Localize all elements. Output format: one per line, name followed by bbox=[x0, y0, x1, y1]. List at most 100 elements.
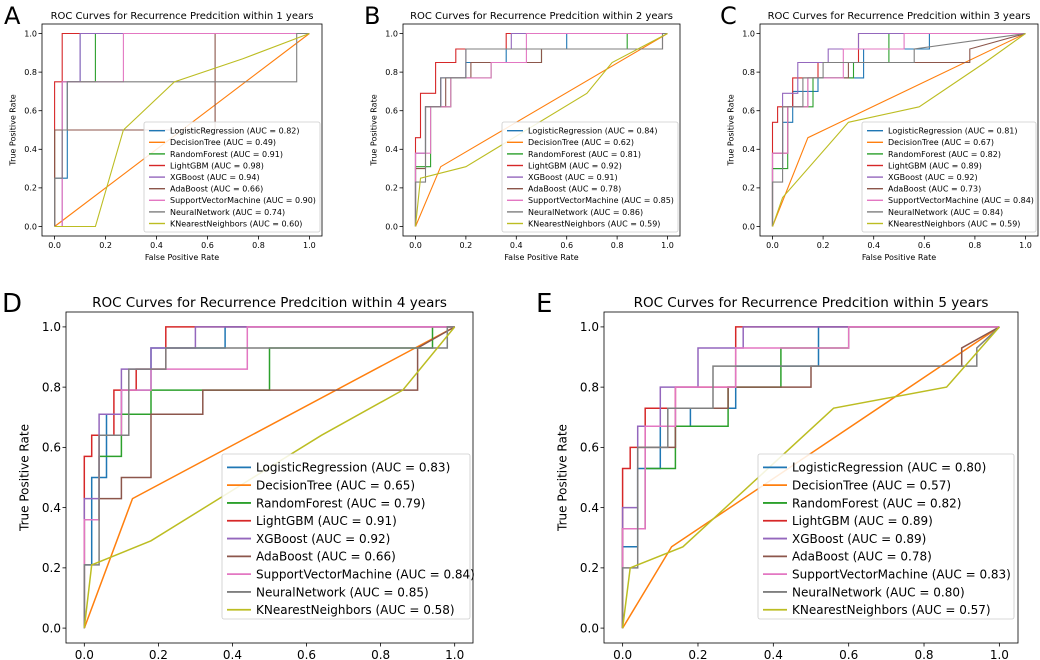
y-tick-label: 0.6 bbox=[385, 107, 398, 116]
y-axis-label: True Positive Rate bbox=[18, 424, 32, 532]
y-tick-label: 1.0 bbox=[385, 29, 398, 38]
x-tick-label: 0.6 bbox=[918, 241, 931, 250]
x-tick-label: 0.6 bbox=[201, 241, 214, 250]
y-tick-label: 1.0 bbox=[742, 29, 755, 38]
roc-line-decisiontree bbox=[621, 326, 1000, 629]
x-tick-label: 0.4 bbox=[764, 648, 783, 660]
legend-entry-knearestneighbors: KNearestNeighbors (AUC = 0.59) bbox=[888, 219, 1020, 228]
legend-entry-xgboost: XGBoost (AUC = 0.92) bbox=[888, 173, 978, 182]
y-tick-label: 0.2 bbox=[42, 561, 61, 575]
y-axis-label: True Positive Rate bbox=[8, 94, 17, 166]
roc-panel-d: D ROC Curves for Recurrence Predcition wi… bbox=[2, 289, 475, 660]
y-tick-label: 0.4 bbox=[24, 145, 37, 154]
chart-title: ROC Curves for Recurrence Predcition wit… bbox=[768, 11, 1031, 22]
legend-entry-lightgbm: LightGBM (AUC = 0.89) bbox=[792, 514, 933, 528]
panel-letter: A bbox=[4, 2, 21, 30]
x-tick-label: 0.6 bbox=[297, 648, 316, 660]
chart-title: ROC Curves for Recurrence Predcition wit… bbox=[92, 295, 447, 311]
chart-title: ROC Curves for Recurrence Predcition wit… bbox=[51, 11, 314, 22]
legend-entry-randomforest: RandomForest (AUC = 0.91) bbox=[170, 150, 283, 159]
legend-entry-adaboost: AdaBoost (AUC = 0.78) bbox=[528, 185, 621, 194]
roc-panel-b: B ROC Curves for Recurrence Predcition wi… bbox=[364, 2, 681, 262]
legend-entry-randomforest: RandomForest (AUC = 0.81) bbox=[528, 150, 641, 159]
x-tick-label: 0.8 bbox=[371, 648, 390, 660]
panel-letter: D bbox=[2, 289, 22, 319]
roc-line-lightgbm bbox=[414, 32, 668, 227]
x-tick-label: 0.4 bbox=[223, 648, 242, 660]
y-tick-label: 1.0 bbox=[42, 320, 61, 334]
roc-line-knearestneighbors bbox=[771, 33, 1026, 227]
legend-entry-lightgbm: LightGBM (AUC = 0.89) bbox=[888, 161, 982, 170]
y-tick-label: 0.6 bbox=[24, 107, 37, 116]
chart-title: ROC Curves for Recurrence Predcition wit… bbox=[410, 11, 673, 22]
y-tick-label: 0.8 bbox=[580, 380, 599, 394]
legend-entry-neuralnetwork: NeuralNetwork (AUC = 0.80) bbox=[792, 585, 965, 599]
x-tick-label: 0.0 bbox=[48, 241, 61, 250]
y-axis-label: True Positive Rate bbox=[726, 94, 735, 166]
x-axis-label: False Positive Rate bbox=[862, 253, 936, 262]
roc-line-neuralnetwork bbox=[54, 32, 310, 227]
legend-entry-lightgbm: LightGBM (AUC = 0.91) bbox=[256, 514, 397, 528]
legend-entry-logisticregression: LogisticRegression (AUC = 0.82) bbox=[170, 127, 300, 136]
y-tick-label: 0.0 bbox=[24, 222, 37, 231]
x-tick-label: 0.2 bbox=[460, 241, 473, 250]
x-axis-label: False Positive Rate bbox=[504, 253, 578, 262]
x-tick-label: 1.0 bbox=[661, 241, 674, 250]
y-tick-label: 0.2 bbox=[580, 561, 599, 575]
legend-entry-adaboost: AdaBoost (AUC = 0.78) bbox=[792, 550, 932, 564]
x-tick-label: 0.4 bbox=[150, 241, 163, 250]
legend-entry-neuralnetwork: NeuralNetwork (AUC = 0.74) bbox=[170, 208, 285, 217]
legend-entry-knearestneighbors: KNearestNeighbors (AUC = 0.59) bbox=[528, 219, 660, 228]
y-tick-label: 0.8 bbox=[24, 68, 37, 77]
y-tick-label: 0.2 bbox=[385, 184, 398, 193]
roc-panel-a: A ROC Curves for Recurrence Predcition wi… bbox=[4, 2, 323, 262]
legend-box bbox=[861, 121, 1037, 233]
legend-entry-lightgbm: LightGBM (AUC = 0.98) bbox=[170, 161, 264, 170]
x-tick-label: 0.8 bbox=[969, 241, 982, 250]
x-axis-label: False Positive Rate bbox=[145, 253, 219, 262]
legend-entry-decisiontree: DecisionTree (AUC = 0.57) bbox=[792, 478, 951, 492]
roc-line-knearestneighbors bbox=[54, 32, 310, 228]
legend-entry-supportvectormachine: SupportVectorMachine (AUC = 0.90) bbox=[170, 196, 316, 205]
roc-line-xgboost bbox=[621, 326, 1000, 629]
roc-line-decisiontree bbox=[83, 326, 456, 629]
x-tick-label: 1.0 bbox=[990, 648, 1009, 660]
legend-entry-decisiontree: DecisionTree (AUC = 0.65) bbox=[256, 478, 415, 492]
x-tick-label: 0.8 bbox=[611, 241, 624, 250]
plot-frame bbox=[759, 23, 1039, 237]
x-tick-label: 0.4 bbox=[867, 241, 880, 250]
y-tick-label: 0.4 bbox=[742, 145, 755, 154]
legend-entry-xgboost: XGBoost (AUC = 0.91) bbox=[528, 173, 618, 182]
x-tick-label: 0.0 bbox=[75, 648, 94, 660]
legend-entry-supportvectormachine: SupportVectorMachine (AUC = 0.83) bbox=[792, 567, 1011, 581]
legend-entry-supportvectormachine: SupportVectorMachine (AUC = 0.85) bbox=[528, 196, 674, 205]
legend-entry-randomforest: RandomForest (AUC = 0.82) bbox=[792, 496, 961, 510]
y-tick-label: 0.4 bbox=[580, 501, 599, 515]
x-tick-label: 1.0 bbox=[1019, 241, 1032, 250]
roc-line-lightgbm bbox=[771, 32, 1026, 227]
roc-line-decisiontree bbox=[414, 33, 668, 227]
legend-entry-decisiontree: DecisionTree (AUC = 0.67) bbox=[888, 138, 994, 147]
legend-entry-decisiontree: DecisionTree (AUC = 0.49) bbox=[170, 138, 276, 147]
legend-box bbox=[757, 453, 1015, 620]
roc-panel-e: E ROC Curves for Recurrence Predcition wi… bbox=[536, 289, 1019, 660]
panel-letter: C bbox=[720, 2, 737, 30]
legend-entry-neuralnetwork: NeuralNetwork (AUC = 0.84) bbox=[888, 208, 1003, 217]
roc-line-supportvectormachine bbox=[83, 326, 455, 629]
plot-frame bbox=[402, 23, 681, 237]
x-tick-label: 0.0 bbox=[409, 241, 422, 250]
legend-entry-logisticregression: LogisticRegression (AUC = 0.83) bbox=[256, 461, 450, 475]
x-tick-label: 0.2 bbox=[149, 648, 168, 660]
legend-box bbox=[501, 121, 679, 233]
legend-entry-xgboost: XGBoost (AUC = 0.89) bbox=[792, 532, 926, 546]
panel-letter: B bbox=[364, 2, 380, 30]
y-tick-label: 0.0 bbox=[42, 621, 61, 635]
y-tick-label: 0.0 bbox=[385, 222, 398, 231]
x-tick-label: 1.0 bbox=[303, 241, 316, 250]
legend-box bbox=[143, 121, 321, 233]
roc-panel-c: C ROC Curves for Recurrence Predcition wi… bbox=[720, 2, 1039, 262]
legend-entry-logisticregression: LogisticRegression (AUC = 0.84) bbox=[528, 127, 658, 136]
plot-frame bbox=[41, 23, 323, 237]
y-tick-label: 1.0 bbox=[580, 320, 599, 334]
